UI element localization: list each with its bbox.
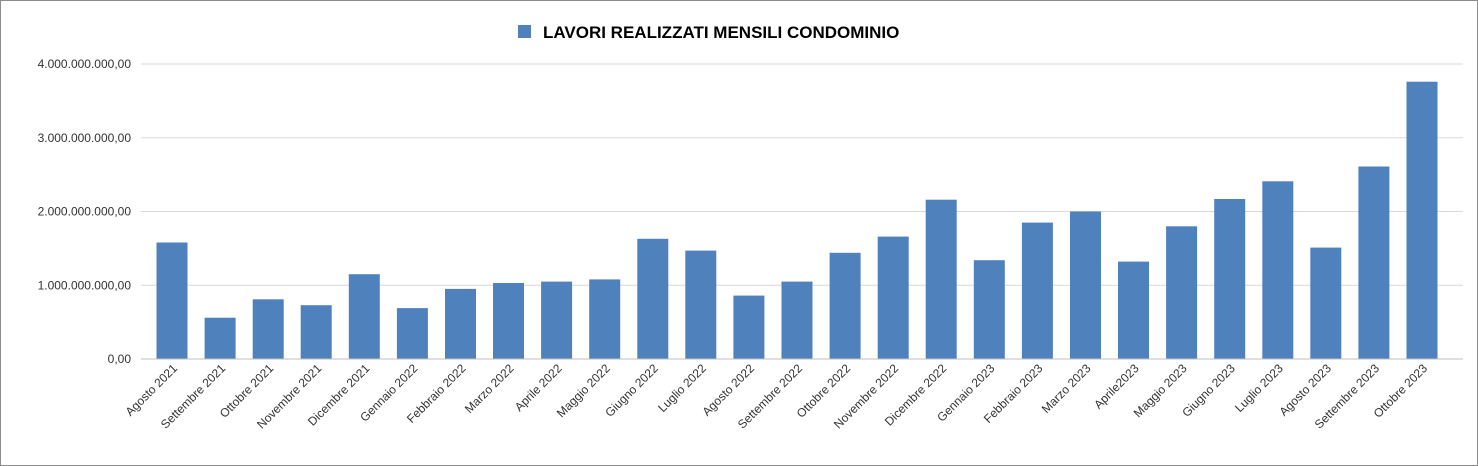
y-tick-label: 4.000.000.000,00 bbox=[38, 57, 132, 71]
bar bbox=[1262, 181, 1294, 359]
bar bbox=[300, 305, 332, 359]
bar bbox=[1166, 226, 1198, 360]
bar bbox=[348, 274, 380, 359]
bar bbox=[1406, 81, 1438, 359]
bar bbox=[877, 236, 909, 359]
y-tick-label: 1.000.000.000,00 bbox=[38, 278, 132, 292]
bar bbox=[973, 260, 1005, 359]
bar bbox=[1310, 247, 1342, 359]
bar bbox=[1118, 261, 1149, 359]
bar bbox=[829, 252, 861, 359]
bar bbox=[637, 238, 669, 359]
bar bbox=[445, 288, 476, 359]
bar bbox=[1358, 166, 1390, 359]
y-tick-label: 2.000.000.000,00 bbox=[38, 205, 132, 219]
legend-swatch bbox=[518, 25, 531, 38]
x-tick-label: Marzo 2023 bbox=[1039, 361, 1094, 416]
bar bbox=[156, 242, 188, 359]
bar bbox=[685, 250, 717, 359]
bar bbox=[1070, 211, 1101, 359]
y-tick-label: 3.000.000.000,00 bbox=[38, 131, 132, 145]
bar bbox=[396, 308, 428, 359]
bar bbox=[781, 281, 813, 359]
y-tick-label: 0,00 bbox=[108, 352, 132, 366]
chart-title: LAVORI REALIZZATI MENSILI CONDOMINIO bbox=[543, 23, 899, 42]
bar bbox=[493, 283, 524, 359]
bar bbox=[925, 199, 957, 359]
bar bbox=[541, 281, 573, 359]
legend: LAVORI REALIZZATI MENSILI CONDOMINIO bbox=[518, 23, 899, 42]
bar bbox=[589, 279, 621, 359]
bar bbox=[733, 295, 765, 359]
bars bbox=[156, 81, 1438, 360]
bar bbox=[1021, 222, 1053, 359]
x-tick-label: Marzo 2022 bbox=[462, 361, 517, 416]
bar bbox=[252, 299, 284, 359]
bar bbox=[1214, 199, 1246, 359]
y-axis-ticks: 0,00 1.000.000.000,00 2.000.000.000,00 3.00… bbox=[38, 57, 132, 366]
bar bbox=[204, 317, 236, 359]
x-tick-label: Aprile2023 bbox=[1091, 361, 1142, 412]
